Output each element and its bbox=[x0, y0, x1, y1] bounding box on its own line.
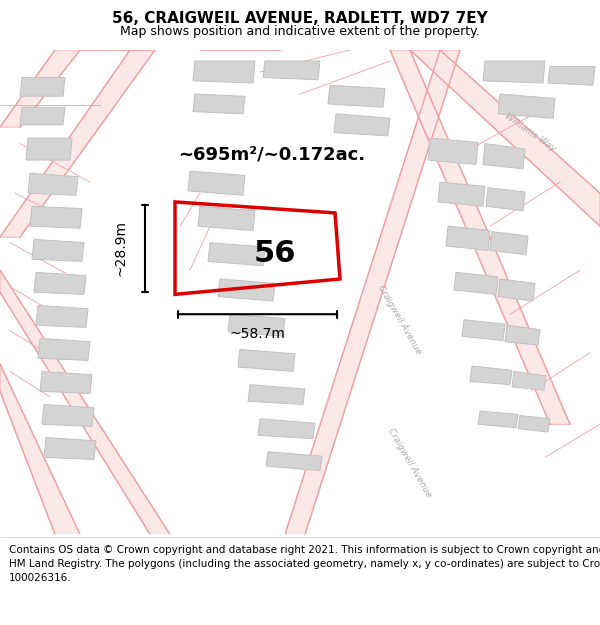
Text: 56: 56 bbox=[254, 239, 296, 268]
Polygon shape bbox=[285, 50, 460, 534]
Polygon shape bbox=[328, 85, 385, 107]
Polygon shape bbox=[193, 94, 245, 114]
Polygon shape bbox=[486, 188, 525, 211]
Polygon shape bbox=[266, 452, 322, 471]
Polygon shape bbox=[40, 371, 92, 394]
Polygon shape bbox=[38, 338, 90, 361]
Polygon shape bbox=[498, 279, 535, 301]
Polygon shape bbox=[20, 78, 65, 96]
Polygon shape bbox=[188, 171, 245, 195]
Polygon shape bbox=[410, 50, 600, 226]
Polygon shape bbox=[263, 61, 320, 80]
Text: ~58.7m: ~58.7m bbox=[230, 327, 286, 341]
Polygon shape bbox=[0, 270, 170, 534]
Polygon shape bbox=[548, 66, 595, 85]
Polygon shape bbox=[470, 366, 512, 384]
Polygon shape bbox=[30, 206, 82, 228]
Text: Contains OS data © Crown copyright and database right 2021. This information is : Contains OS data © Crown copyright and d… bbox=[9, 545, 600, 583]
Polygon shape bbox=[454, 272, 498, 294]
Polygon shape bbox=[0, 50, 155, 237]
Polygon shape bbox=[218, 279, 275, 301]
Polygon shape bbox=[428, 138, 478, 164]
Polygon shape bbox=[0, 364, 80, 534]
Polygon shape bbox=[238, 349, 295, 371]
Text: ~695m²/~0.172ac.: ~695m²/~0.172ac. bbox=[178, 146, 365, 164]
Text: ~28.9m: ~28.9m bbox=[113, 220, 127, 276]
Polygon shape bbox=[258, 419, 315, 439]
Polygon shape bbox=[228, 314, 285, 336]
Polygon shape bbox=[483, 144, 525, 169]
Text: 56, CRAIGWEIL AVENUE, RADLETT, WD7 7EY: 56, CRAIGWEIL AVENUE, RADLETT, WD7 7EY bbox=[112, 11, 488, 26]
Polygon shape bbox=[26, 138, 72, 160]
Text: Craigweil Avenue: Craigweil Avenue bbox=[376, 284, 424, 356]
Text: Map shows position and indicative extent of the property.: Map shows position and indicative extent… bbox=[120, 24, 480, 38]
Polygon shape bbox=[518, 416, 550, 432]
Polygon shape bbox=[462, 320, 505, 341]
Polygon shape bbox=[334, 114, 390, 136]
Polygon shape bbox=[34, 272, 86, 294]
Polygon shape bbox=[198, 206, 255, 231]
Polygon shape bbox=[248, 384, 305, 404]
Polygon shape bbox=[36, 306, 88, 328]
Polygon shape bbox=[512, 371, 546, 390]
Polygon shape bbox=[390, 50, 570, 424]
Polygon shape bbox=[446, 226, 490, 251]
Polygon shape bbox=[44, 438, 96, 459]
Polygon shape bbox=[478, 411, 518, 428]
Text: Williams Way: Williams Way bbox=[503, 112, 557, 154]
Polygon shape bbox=[193, 61, 255, 83]
Polygon shape bbox=[32, 239, 84, 261]
Polygon shape bbox=[0, 50, 80, 127]
Polygon shape bbox=[438, 182, 485, 206]
Polygon shape bbox=[498, 94, 555, 118]
Polygon shape bbox=[490, 232, 528, 255]
Polygon shape bbox=[208, 242, 265, 266]
Polygon shape bbox=[505, 325, 540, 345]
Polygon shape bbox=[483, 61, 545, 83]
Polygon shape bbox=[28, 173, 78, 195]
Text: Craigweil Avenue: Craigweil Avenue bbox=[386, 427, 434, 499]
Polygon shape bbox=[42, 404, 94, 426]
Polygon shape bbox=[20, 107, 65, 125]
